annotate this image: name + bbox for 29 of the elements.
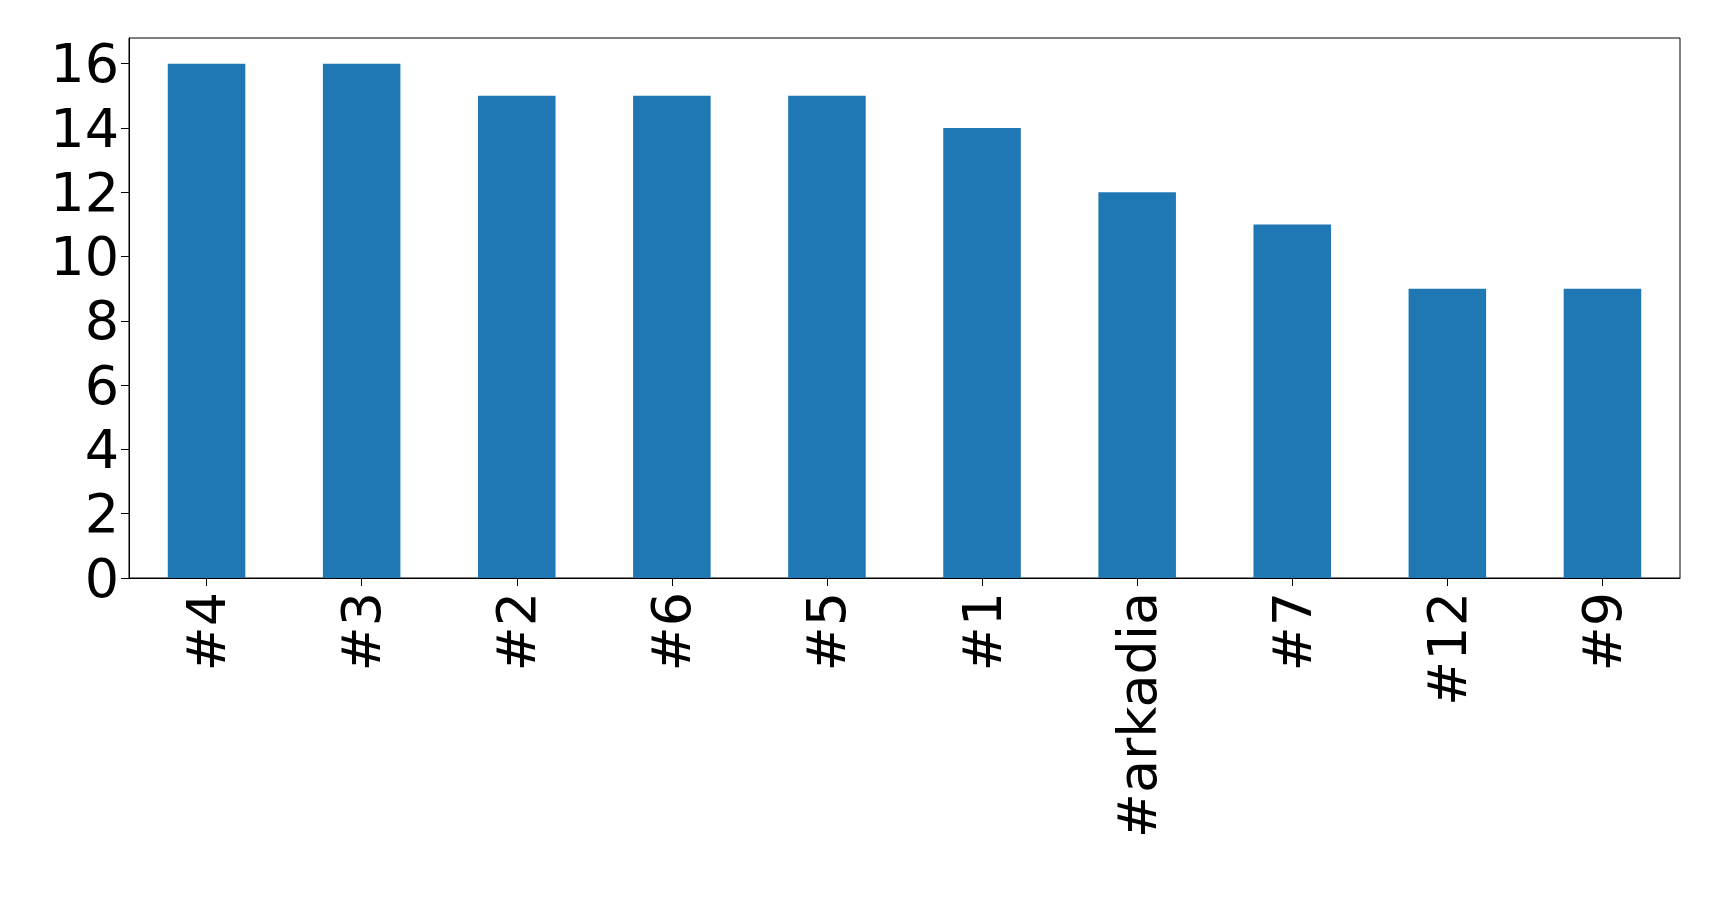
bar — [477, 95, 556, 578]
x-tick-label: #arkadia — [1105, 592, 1169, 839]
x-tick-label: #7 — [1260, 592, 1324, 672]
bar — [1253, 224, 1332, 578]
bar — [788, 95, 866, 578]
y-tick-label: 8 — [84, 289, 119, 353]
y-tick-label: 2 — [84, 482, 119, 546]
x-tick-label: #3 — [330, 592, 394, 672]
bar — [167, 63, 246, 578]
y-tick-label: 6 — [84, 353, 119, 417]
y-tick-label: 12 — [50, 160, 119, 224]
bar — [1098, 192, 1176, 578]
bar — [943, 128, 1021, 578]
x-tick-label: #1 — [950, 592, 1014, 672]
y-tick-label: 14 — [50, 96, 119, 160]
bar — [1563, 288, 1642, 578]
x-tick-label: #2 — [485, 592, 549, 672]
bar — [633, 95, 711, 578]
x-tick-label: #4 — [175, 592, 239, 672]
x-tick-label: #12 — [1415, 592, 1479, 706]
x-tick-label: #6 — [640, 592, 704, 672]
y-tick-label: 4 — [84, 417, 119, 481]
y-tick-label: 10 — [50, 225, 119, 289]
y-tick-label: 16 — [50, 32, 119, 96]
y-tick-label: 0 — [84, 546, 119, 610]
x-tick-label: #5 — [795, 592, 859, 672]
bar — [322, 63, 401, 578]
x-tick-label: #9 — [1570, 592, 1634, 672]
bar — [1408, 288, 1487, 578]
